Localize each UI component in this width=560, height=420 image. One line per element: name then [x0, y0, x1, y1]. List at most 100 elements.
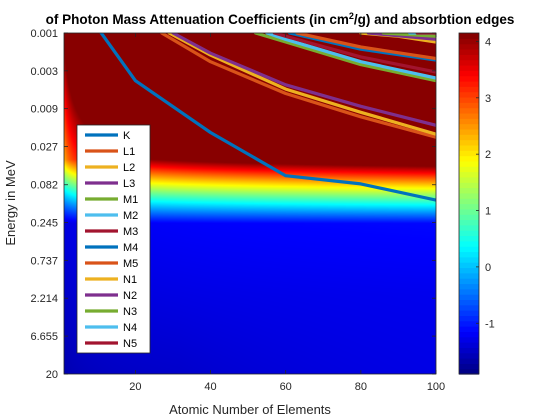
colorbar-segment: [459, 262, 479, 269]
colorbar-frame: [458, 32, 480, 375]
colorbar-segment: [459, 278, 479, 285]
edge-line-m2: [265, 33, 436, 80]
colorbar-segment: [459, 80, 479, 87]
colorbar-segment: [459, 96, 479, 103]
edge-line-l3: [171, 33, 436, 127]
legend-label: N3: [123, 306, 137, 318]
legend-label: M4: [123, 242, 138, 254]
colorbar-segment: [459, 43, 479, 50]
colorbar: -1 0 1 2 3 4: [458, 32, 495, 375]
colorbar-segment: [459, 304, 479, 311]
colorbar-segment: [459, 272, 479, 279]
colorbar-segment: [459, 75, 479, 82]
colorbar-segment: [459, 64, 479, 71]
y-tick-label: 0.737: [30, 255, 58, 267]
colorbar-segment: [459, 102, 479, 109]
legend-label: M2: [123, 210, 138, 222]
colorbar-segment: [459, 246, 479, 253]
colorbar-segment: [459, 294, 479, 301]
x-tick-label: 60: [280, 381, 292, 393]
edge-line-l2: [167, 33, 436, 136]
colorbar-segment: [459, 187, 479, 194]
legend-label: N1: [123, 274, 137, 286]
colorbar-segment: [459, 118, 479, 125]
y-axis-label: Energy in MeV: [3, 160, 18, 246]
colorbar-segment: [459, 358, 479, 364]
colorbar-tick-label: 1: [485, 206, 491, 218]
y-tick-label: 0.245: [30, 217, 58, 229]
legend: K L1 L2 L3 M1 M2 M3 M4 M5 N1 N2 N3 N4 N5: [76, 124, 151, 354]
x-tick-label: 80: [355, 381, 367, 393]
colorbar-segment: [459, 368, 479, 375]
edge-line-k: [99, 33, 436, 202]
legend-label: K: [123, 130, 131, 142]
plot-frame: [63, 32, 437, 375]
colorbar-segment: [459, 33, 479, 39]
colorbar-segment: [459, 54, 479, 61]
colorbar-segment: [459, 208, 479, 215]
colorbar-segment: [459, 160, 479, 167]
colorbar-segment: [459, 230, 479, 237]
colorbar-tick-label: 0: [485, 262, 491, 274]
colorbar-tick-label: 2: [485, 149, 491, 161]
edge-line-l1: [160, 33, 436, 139]
legend-label: L3: [123, 178, 135, 190]
colorbar-segment: [459, 214, 479, 221]
colorbar-segment: [459, 155, 479, 162]
y-axis: 0.001 0.003 0.009 0.027 0.082 0.245 0.737 2.214…: [30, 28, 436, 381]
x-axis: 20 40 60 80 100: [129, 33, 445, 393]
colorbar-segment: [459, 363, 479, 370]
colorbar-segment: [459, 203, 479, 210]
colorbar-segment: [459, 176, 479, 183]
colorbar-segment: [459, 315, 479, 322]
y-tick-label: 0.009: [30, 104, 58, 116]
chart-title: of Photon Mass Attenuation Coefficients …: [46, 11, 515, 27]
y-tick-label: 0.001: [30, 28, 58, 40]
colorbar-segment: [459, 192, 479, 199]
x-axis-label: Atomic Number of Elements: [169, 402, 331, 417]
legend-label: N5: [123, 338, 137, 350]
legend-label: L1: [123, 146, 135, 158]
y-tick-label: 20: [46, 369, 58, 381]
colorbar-segment: [459, 342, 479, 348]
colorbar-segment: [459, 134, 479, 141]
colorbar-segment: [459, 235, 479, 242]
colorbar-segment: [459, 182, 479, 189]
colorbar-segment: [459, 331, 479, 338]
colorbar-segment: [459, 224, 479, 231]
legend-box: [76, 124, 151, 354]
edge-line-m4: [287, 33, 436, 62]
colorbar-segment: [459, 219, 479, 226]
colorbar-segment: [459, 123, 479, 130]
y-tick-label: 0.082: [30, 180, 58, 192]
colorbar-segment: [459, 320, 479, 327]
colorbar-segment: [459, 70, 479, 77]
colorbar-segment: [459, 38, 479, 45]
y-tick-label: 2.214: [30, 293, 58, 305]
colorbar-segment: [459, 198, 479, 205]
colorbar-segment: [459, 347, 479, 354]
colorbar-segment: [459, 86, 479, 93]
edge-line-n2: [366, 33, 436, 41]
x-tick-label: 100: [427, 381, 445, 393]
colorbar-segment: [459, 310, 479, 316]
colorbar-segment: [459, 150, 479, 157]
colorbar-segment: [459, 288, 479, 295]
edge-line-n3: [381, 33, 436, 38]
colorbar-segment: [459, 267, 479, 274]
y-tick-label: 0.027: [30, 141, 58, 153]
colorbar-segment: [459, 240, 479, 247]
y-tick-label: 0.003: [30, 66, 58, 78]
colorbar-segment: [459, 144, 479, 151]
edge-line-m3: [272, 33, 436, 74]
colorbar-segment: [459, 48, 479, 55]
colorbar-segment: [459, 107, 479, 114]
absorption-edge-lines: [99, 33, 436, 202]
colorbar-segment: [459, 128, 479, 135]
x-tick-label: 20: [129, 381, 141, 393]
colorbar-segment: [459, 166, 479, 173]
colorbar-segment: [459, 139, 479, 146]
edge-line-m1: [254, 33, 436, 83]
x-tick-label: 40: [204, 381, 216, 393]
